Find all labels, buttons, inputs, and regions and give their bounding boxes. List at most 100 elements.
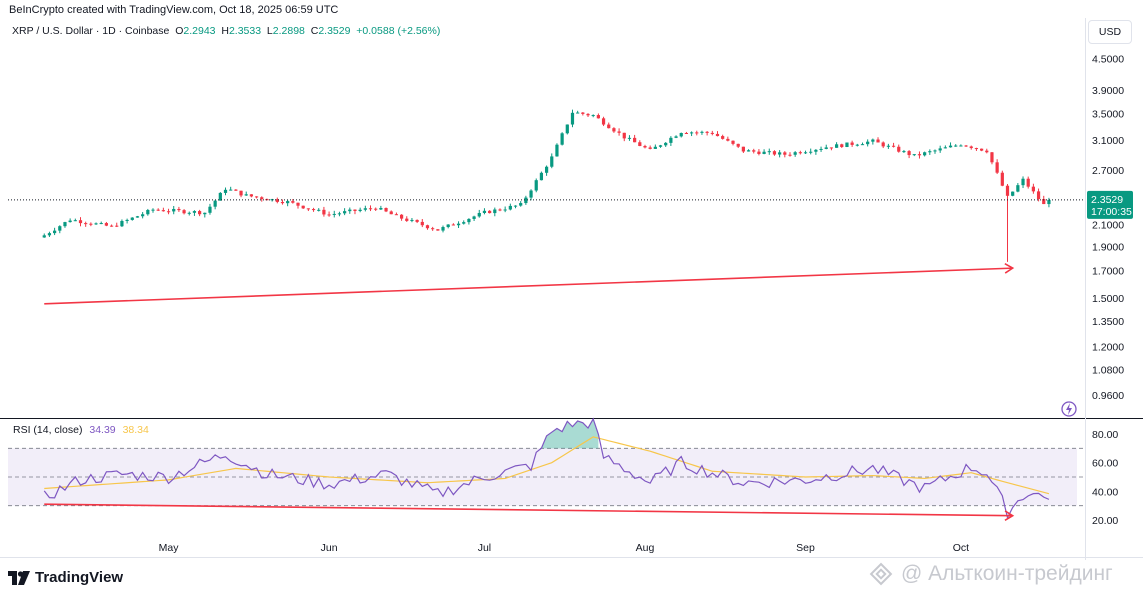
price-axis-tick: 2.1000 xyxy=(1092,220,1124,232)
candle-body xyxy=(943,147,947,149)
rsi-axis-tick: 80.00 xyxy=(1092,429,1118,441)
candle-body xyxy=(446,224,450,228)
symbol-label: XRP / U.S. Dollar · 1D · Coinbase xyxy=(12,25,170,37)
rsi-line xyxy=(43,417,1050,520)
header-credit: BeInCrypto created with TradingView.com,… xyxy=(9,4,339,16)
candle-body xyxy=(860,144,865,146)
candle-body xyxy=(78,220,83,224)
price-axis-tick: 1.2000 xyxy=(1092,341,1124,353)
candle-body xyxy=(731,140,735,144)
candle-body xyxy=(89,223,93,225)
candle-body xyxy=(705,131,709,133)
candle-body xyxy=(488,210,492,214)
rsi-trend-arrow-head xyxy=(1004,510,1015,521)
candle-body xyxy=(192,211,197,213)
candle-body xyxy=(425,225,430,229)
candle-body xyxy=(752,150,756,152)
candle-body xyxy=(809,151,813,153)
candle-body xyxy=(394,214,399,216)
tradingview-brand[interactable]: TradingView xyxy=(8,569,123,586)
candle-body xyxy=(198,211,202,215)
rsi-value: 34.39 xyxy=(89,424,116,436)
candle-body xyxy=(503,209,507,211)
candle-body xyxy=(824,147,828,149)
candle-body xyxy=(296,202,300,206)
candle-body xyxy=(819,148,823,150)
candle-body xyxy=(115,225,119,227)
candle-body xyxy=(876,139,880,143)
close-label: C xyxy=(310,25,319,37)
x-axis-tick: May xyxy=(159,542,180,554)
candle-body xyxy=(482,210,487,213)
candle-body xyxy=(151,209,155,211)
candle-body xyxy=(99,223,103,225)
candle-body xyxy=(472,216,476,219)
candle-body xyxy=(985,150,989,153)
candle-body xyxy=(146,210,150,215)
candle-body xyxy=(974,148,979,150)
x-axis-tick: Jul xyxy=(478,542,491,554)
candle-body xyxy=(793,152,797,155)
rsi-axis-tick: 40.00 xyxy=(1092,486,1118,498)
last-price-value: 2.3529 xyxy=(1091,194,1123,206)
candle-body xyxy=(441,227,445,231)
candle-body xyxy=(493,209,497,214)
candle-body xyxy=(555,144,559,157)
candle-body xyxy=(1036,191,1041,200)
candle-body xyxy=(938,148,942,151)
candle-body xyxy=(669,137,673,143)
alert-icon[interactable] xyxy=(1061,401,1077,417)
candle-body xyxy=(954,145,958,147)
candle-body xyxy=(881,142,885,147)
price-axis-tick: 3.9000 xyxy=(1092,85,1124,97)
price-axis-tick: 0.9600 xyxy=(1092,390,1124,402)
currency-button[interactable]: USD xyxy=(1088,20,1132,44)
candle-body xyxy=(762,151,766,154)
candle-body xyxy=(529,190,533,198)
candle-body xyxy=(684,133,689,135)
candle-body xyxy=(519,203,523,206)
candle-body xyxy=(845,142,849,148)
candle-body xyxy=(343,211,347,214)
candle-body xyxy=(462,222,466,224)
watermark: @ Альткоин-трейдинг xyxy=(867,560,1113,588)
change-value: +0.0588 (+2.56%) xyxy=(356,25,441,37)
candle-body xyxy=(374,208,378,210)
candle-body xyxy=(772,151,777,155)
candle-body xyxy=(229,189,233,191)
candle-body xyxy=(855,144,859,146)
candle-body xyxy=(803,152,808,154)
candle-body xyxy=(332,213,336,215)
candle-body xyxy=(125,219,129,221)
candle-body xyxy=(1031,186,1035,192)
candle-body xyxy=(141,214,145,217)
candle-body xyxy=(897,146,901,152)
candle-body xyxy=(979,148,984,151)
candle-body xyxy=(42,235,46,238)
candle-body xyxy=(617,131,621,133)
price-trend-arrow-head xyxy=(1004,262,1015,274)
candle-body xyxy=(286,201,290,204)
candle-body xyxy=(456,223,461,226)
candle-body xyxy=(1016,185,1020,192)
watermark-logo-icon xyxy=(869,562,893,586)
candle-body xyxy=(866,141,870,145)
x-axis-tick: Jun xyxy=(321,542,338,554)
candle-body xyxy=(379,208,383,210)
candle-body xyxy=(643,145,647,148)
candle-body xyxy=(218,192,222,201)
candle-body xyxy=(783,152,787,155)
candle-body xyxy=(586,113,590,116)
candle-body xyxy=(508,205,512,210)
candle-body xyxy=(689,132,694,134)
candle-body xyxy=(1021,178,1025,186)
candle-body xyxy=(550,156,554,167)
candle-body xyxy=(234,189,238,191)
candle-body xyxy=(467,218,471,223)
candle-body xyxy=(368,208,373,210)
candle-body xyxy=(710,132,714,134)
candle-body xyxy=(679,133,683,137)
candle-body xyxy=(767,151,771,153)
candle-body xyxy=(244,194,248,196)
